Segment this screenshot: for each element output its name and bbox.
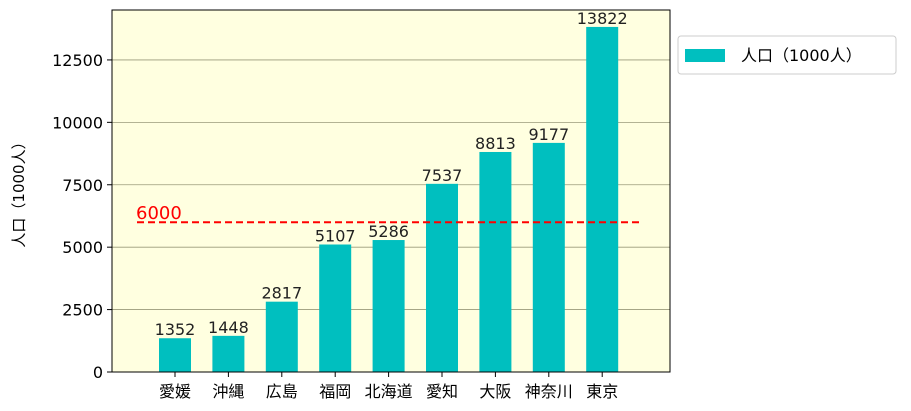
x-tick-label-広島: 広島 [266,382,298,401]
legend-swatch [685,49,725,62]
y-tick-label-5000: 5000 [62,238,103,257]
data-label-沖縄: 1448 [208,318,249,337]
x-tick-label-神奈川: 神奈川 [525,382,573,401]
x-tick-label-愛知: 愛知 [426,382,458,401]
legend: 人口（1000人） [677,35,897,75]
data-label-大阪: 8813 [475,134,516,153]
y-axis-ticks: 0 2500 5000 7500 10000 12500 [52,51,112,382]
x-tick-label-愛媛: 愛媛 [159,382,191,401]
bar-沖縄 [212,335,245,372]
data-label-東京: 13822 [577,9,628,28]
data-label-愛知: 7537 [422,166,463,185]
data-label-愛媛: 1352 [155,320,196,339]
data-label-広島: 2817 [261,284,302,303]
legend-box [677,35,897,75]
x-tick-label-北海道: 北海道 [365,382,413,401]
y-axis-title: 人口（1000人） [10,134,28,247]
y-tick-label-2500: 2500 [62,301,103,320]
data-label-福岡: 5107 [315,227,356,246]
data-labels: 1352 1448 2817 5107 5286 7537 8813 9177 13822 [155,9,628,339]
data-label-神奈川: 9177 [528,125,569,144]
legend-label: 人口（1000人） [741,46,862,65]
plot-frame [111,9,671,373]
data-label-北海道: 5286 [368,222,409,241]
x-axis-ticks: 愛媛 沖縄 広島 福岡 北海道 愛知 大阪 神奈川 東京 [159,372,618,401]
x-tick-label-大阪: 大阪 [479,382,511,401]
reference-line-label: 6000 [136,203,182,224]
y-tick-label-7500: 7500 [62,176,103,195]
bar-北海道 [372,240,405,372]
reference-line-group: 6000 [136,203,643,224]
bar-神奈川 [532,142,565,372]
y-tick-label-0: 0 [93,363,103,382]
bar-大阪 [479,151,512,372]
bar-広島 [265,301,298,372]
x-tick-label-東京: 東京 [586,382,618,401]
y-tick-label-10000: 10000 [52,113,103,132]
y-tick-label-12500: 12500 [52,51,103,70]
x-tick-label-沖縄: 沖縄 [212,382,244,401]
bar-愛知 [426,183,458,372]
bar-愛媛 [159,338,191,372]
x-tick-label-福岡: 福岡 [319,382,351,401]
bar-東京 [586,26,619,372]
bars [159,26,619,372]
bar-福岡 [319,244,352,372]
